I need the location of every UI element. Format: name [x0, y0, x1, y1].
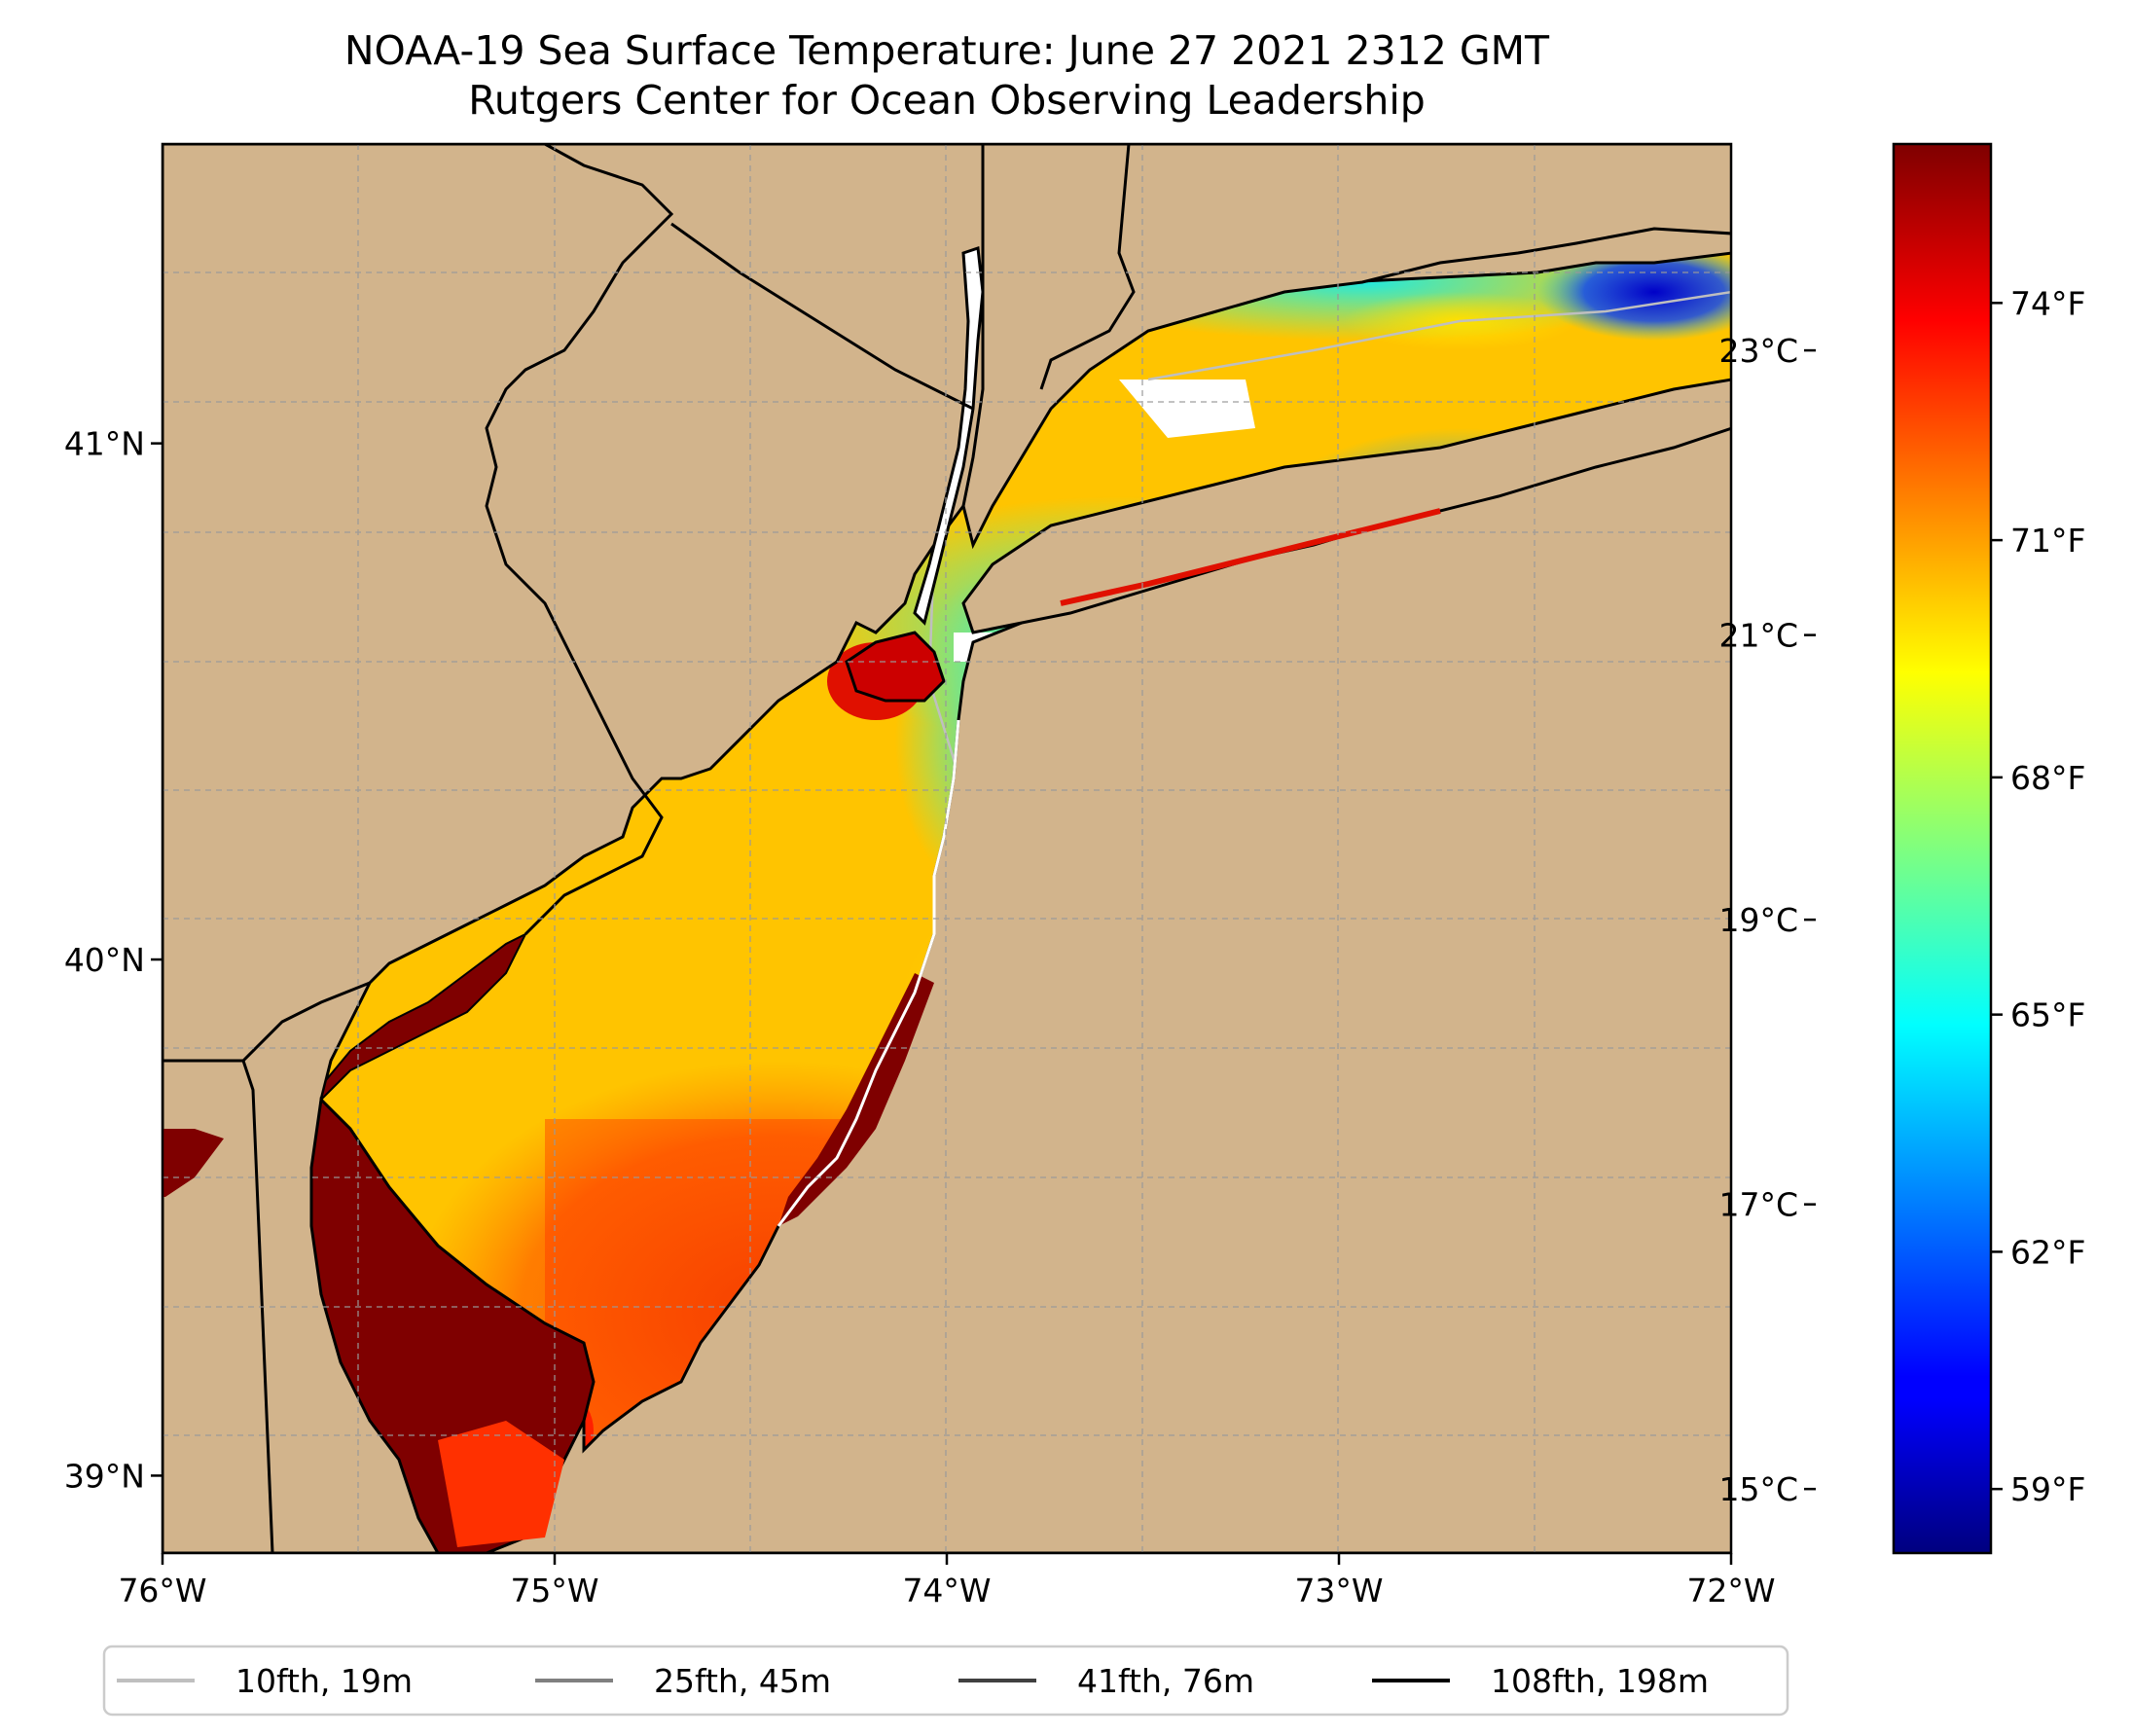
graticule [163, 144, 1731, 1553]
celsius-tick-label: 15°C [1718, 1470, 1798, 1508]
long-island-shore-warm [1060, 508, 1441, 606]
colorbar-fahrenheit-ticks: 59°F 62°F 65°F 68°F 71°F 74°F [1991, 284, 2085, 1508]
connecticut-coast [961, 144, 1731, 550]
colorbar-gradient [1892, 142, 1993, 1555]
legend-label: 25fth, 45m [654, 1662, 831, 1700]
legend-label: 108fth, 198m [1491, 1662, 1709, 1700]
x-tick-label: 73°W [1294, 1572, 1383, 1609]
fahrenheit-tick-label: 65°F [2010, 996, 2085, 1034]
legend-label: 41fth, 76m [1077, 1662, 1254, 1700]
y-tick-label: 41°N [64, 425, 145, 463]
celsius-tick-label: 23°C [1718, 332, 1798, 370]
y-tick-label: 40°N [64, 941, 145, 979]
raritan-bay [845, 631, 946, 703]
delaware-river [319, 931, 528, 1103]
state-borders [163, 144, 1136, 1553]
celsius-tick-label: 21°C [1718, 617, 1798, 655]
x-tick-label: 74°W [902, 1572, 991, 1609]
chart-title-line2: Rutgers Center for Ocean Observing Leade… [468, 77, 1426, 124]
hudson-river [913, 245, 985, 626]
x-tick-label: 75°W [510, 1572, 598, 1609]
fahrenheit-tick-label: 71°F [2010, 522, 2085, 560]
delaware-bay-mouth [438, 1421, 564, 1547]
y-tick-label: 39°N [64, 1457, 145, 1495]
colorbar-celsius-ticks: 15°C 17°C 19°C 21°C 23°C [1718, 332, 1816, 1508]
chart-title-line1: NOAA-19 Sea Surface Temperature: June 27… [344, 27, 1550, 74]
fahrenheit-tick-label: 68°F [2010, 759, 2085, 797]
fahrenheit-tick-label: 62°F [2010, 1233, 2085, 1271]
legend-items: 10fth, 19m 25fth, 45m 41fth, 76m 108fth, 19… [117, 1662, 1709, 1700]
celsius-tick-label: 19°C [1718, 901, 1798, 939]
nj-barrier-coast [777, 719, 960, 1227]
colorbar: 15°C 17°C 19°C 21°C 23°C 59°F 62°F 65°F 68°F 71°… [1718, 142, 2085, 1555]
isobath-legend: 10fth, 19m 25fth, 45m 41fth, 76m 108fth, 19… [102, 1645, 1789, 1717]
x-tick-label: 76°W [118, 1572, 206, 1609]
fahrenheit-tick-label: 59°F [2010, 1470, 2085, 1508]
chesapeake-inlet [163, 1129, 224, 1197]
legend-box [102, 1645, 1789, 1717]
celsius-tick-label: 17°C [1718, 1186, 1798, 1224]
sst-map [163, 144, 1731, 1553]
y-axis-ticks: 39°N 40°N 41°N [64, 425, 163, 1495]
x-axis-ticks: 76°W 75°W 74°W 73°W 72°W [118, 1553, 1776, 1609]
legend-label: 10fth, 19m [235, 1662, 413, 1700]
x-tick-label: 72°W [1686, 1572, 1775, 1609]
nj-back-bays [778, 973, 934, 1226]
fahrenheit-tick-label: 74°F [2010, 284, 2085, 322]
